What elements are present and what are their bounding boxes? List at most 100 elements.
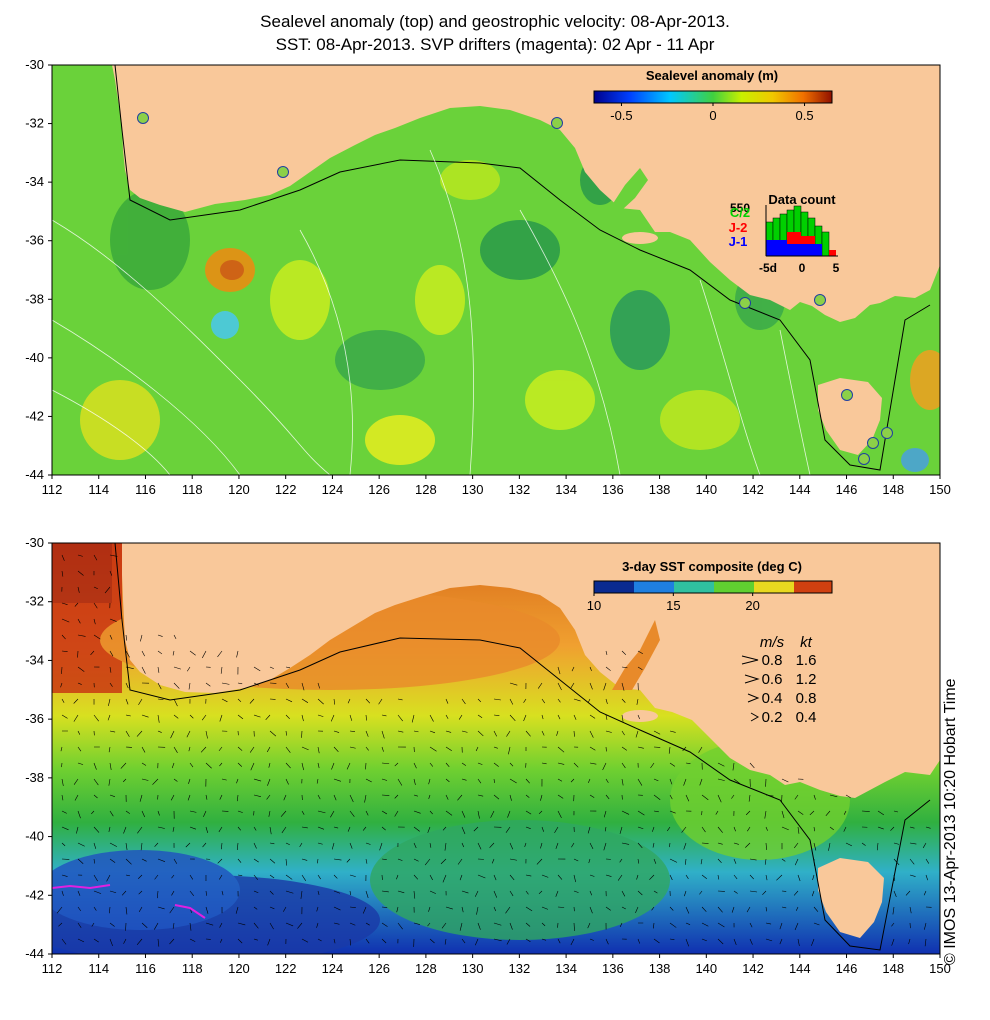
velocity-arrow [717,826,723,833]
velocity-arrow [541,874,549,878]
velocity-arrow [603,682,607,691]
velocity-arrow [74,794,79,801]
velocity-arrow [331,842,335,850]
lon-tick-label: 128 [415,482,437,497]
velocity-arrow [571,666,575,672]
velocity-arrow [541,906,549,910]
velocity-arrow [413,778,416,785]
velocity-arrow [589,666,592,672]
velocity-legend-kt: 0.4 [796,709,817,726]
velocity-arrow [445,794,449,800]
velocity-arrow [749,858,757,861]
velocity-arrow [461,730,468,733]
australia-land-bottom [122,543,940,798]
velocity-arrow [61,554,65,561]
velocity-arrow [381,810,388,815]
velocity-arrow [93,762,97,770]
lat-tick-label: -34 [25,652,44,667]
velocity-arrow [602,762,607,771]
velocity-arrow [893,874,896,881]
velocity-arrow [347,826,351,832]
velocity-arrow [429,714,434,722]
velocity-arrow [653,922,655,929]
velocity-arrow [394,762,399,767]
velocity-arrow [669,842,671,848]
velocity-arrow [746,906,751,913]
velocity-arrow [428,778,431,785]
velocity-arrow [333,826,339,829]
velocity-arrow [877,810,884,816]
velocity-arrow [637,746,644,749]
velocity-arrow [205,682,211,687]
velocity-arrow [525,938,531,943]
velocity-arrow [109,634,113,640]
lon-tick-label: 146 [836,961,858,976]
velocity-arrow [779,922,783,930]
velocity-arrow [570,938,575,946]
colorbar-tick-label: 20 [745,598,759,613]
velocity-arrow [317,810,326,814]
velocity-arrow [509,842,514,850]
velocity-arrow [745,842,751,848]
velocity-arrow [477,778,482,784]
velocity-arrow [829,826,834,831]
tasmania-land-bottom [818,858,884,938]
velocity-arrow [637,666,643,670]
velocity-arrow [285,714,290,720]
velocity-arrow [557,666,561,675]
velocity-arrow [333,698,336,705]
velocity-arrow [621,698,626,703]
velocity-arrow [138,890,143,895]
velocity-arrow [909,842,917,845]
velocity-arrow [394,810,399,817]
velocity-arrow [909,858,915,865]
lon-tick-label: 134 [555,961,577,976]
velocity-arrow [765,938,773,942]
velocity-arrow [125,650,130,658]
velocity-arrow [381,746,384,752]
lon-tick-label: 140 [695,482,717,497]
velocity-arrow [237,698,242,703]
velocity-arrow [253,714,261,718]
velocity-arrow [413,842,417,849]
velocity-arrow [125,810,130,814]
velocity-arrow [619,922,623,928]
velocity-arrow [636,698,639,705]
velocity-arrow [424,858,431,866]
velocity-arrow [701,826,706,833]
velocity-arrow [509,778,517,784]
velocity-arrow [427,826,431,833]
velocity-legend-kt: 1.2 [796,671,817,688]
velocity-arrow [253,874,259,880]
velocity-arrow [200,746,207,753]
velocity-arrow [554,826,559,834]
velocity-arrow [250,762,255,771]
velocity-arrow [589,906,593,914]
data-count-xtick-1: 0 [799,261,806,275]
velocity-arrow [493,762,499,767]
velocity-arrow [316,778,319,784]
velocity-arrow [749,762,755,769]
velocity-arrow [781,906,787,909]
velocity-arrow [621,682,625,691]
velocity-arrow [77,682,82,685]
velocity-arrow [893,810,899,813]
velocity-arrow [205,906,209,914]
velocity-arrow [732,762,735,771]
velocity-arrow [349,730,356,732]
velocity-arrow [77,938,85,943]
velocity-arrow [266,794,271,800]
velocity-arrow [813,906,819,912]
velocity-arrow [301,682,305,691]
velocity-arrow [121,890,127,896]
velocity-arrow [317,858,319,864]
lon-tick-label: 116 [135,482,156,497]
lon-tick-label: 126 [368,482,390,497]
velocity-arrow [509,714,516,722]
velocity-arrow [157,666,160,673]
velocity-arrow [157,698,164,700]
velocity-arrow [555,842,559,849]
velocity-arrow [330,714,335,722]
velocity-arrow [138,906,143,913]
velocity-arrow [905,890,911,896]
